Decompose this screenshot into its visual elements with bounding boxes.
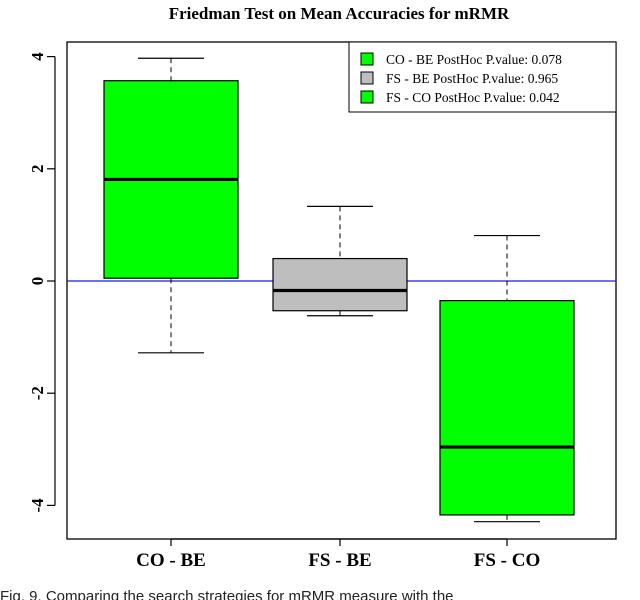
y-tick-label: 4 [28, 52, 47, 61]
y-tick-label: -4 [28, 498, 47, 513]
box-body [439, 300, 575, 516]
legend: CO - BE PostHoc P.value: 0.078 FS - BE Po… [348, 41, 617, 113]
box-plot-chart: Friedman Test on Mean Accuracies for mRM… [28, 4, 617, 571]
y-tick-label: -2 [28, 386, 47, 400]
box-2 [272, 205, 408, 317]
y-tick-label: 0 [28, 277, 47, 286]
legend-swatch [360, 71, 374, 85]
legend-swatch [360, 52, 374, 66]
legend-frame [348, 41, 617, 113]
x-tick-label: CO - BE [136, 550, 206, 571]
legend-label: CO - BE PostHoc P.value: 0.078 [386, 52, 562, 67]
boxes [103, 57, 575, 523]
chart-title: Friedman Test on Mean Accuracies for mRM… [169, 4, 510, 23]
box-body [272, 257, 408, 312]
legend-label: FS - BE PostHoc P.value: 0.965 [386, 71, 558, 86]
box-1 [103, 57, 239, 354]
x-tick-label: FS - CO [474, 550, 541, 571]
box-3 [439, 234, 575, 523]
figure-caption: Fig. 9. Comparing the search strategies … [0, 588, 454, 600]
x-tick-label: FS - BE [308, 550, 371, 571]
x-axis: CO - BE FS - BE FS - CO [136, 538, 541, 571]
y-tick-label: 2 [28, 165, 47, 174]
legend-label: FS - CO PostHoc P.value: 0.042 [386, 90, 560, 105]
legend-swatch [360, 90, 374, 104]
y-axis: -4 -2 0 2 4 [28, 52, 56, 513]
